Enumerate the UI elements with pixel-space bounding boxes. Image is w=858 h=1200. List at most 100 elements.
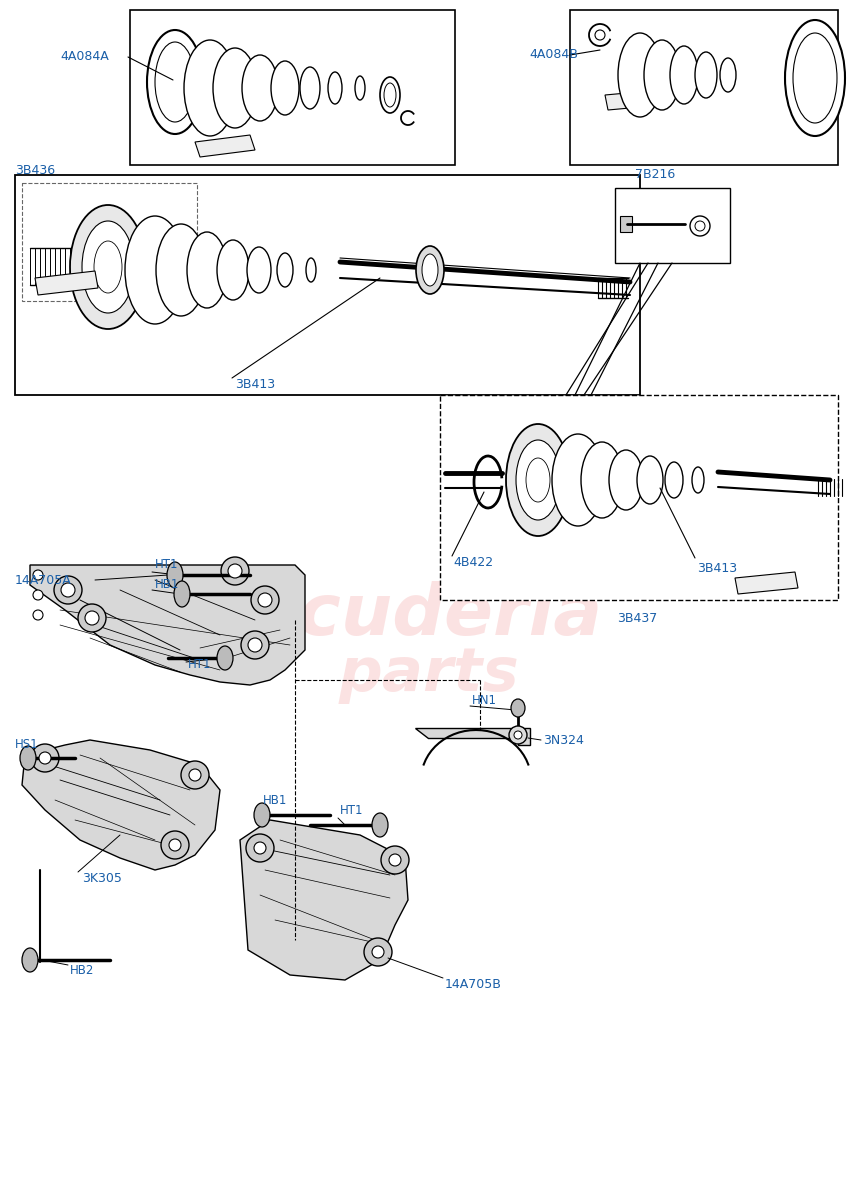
Circle shape bbox=[690, 216, 710, 236]
Ellipse shape bbox=[720, 58, 736, 92]
Ellipse shape bbox=[785, 20, 845, 136]
Bar bbox=[570, 10, 838, 164]
Ellipse shape bbox=[665, 462, 683, 498]
Ellipse shape bbox=[695, 52, 717, 98]
Ellipse shape bbox=[516, 440, 560, 520]
Circle shape bbox=[251, 586, 279, 614]
Ellipse shape bbox=[416, 246, 444, 294]
Circle shape bbox=[78, 604, 106, 632]
Text: 3K305: 3K305 bbox=[82, 871, 122, 884]
Ellipse shape bbox=[511, 698, 525, 716]
Polygon shape bbox=[240, 820, 408, 980]
Bar bbox=[22, 182, 197, 301]
Circle shape bbox=[169, 839, 181, 851]
Ellipse shape bbox=[793, 32, 837, 122]
Circle shape bbox=[189, 769, 201, 781]
Text: HT1: HT1 bbox=[340, 804, 364, 816]
Text: 4A084A: 4A084A bbox=[60, 50, 109, 64]
Ellipse shape bbox=[692, 467, 704, 493]
Ellipse shape bbox=[213, 48, 257, 128]
Ellipse shape bbox=[581, 442, 623, 518]
Circle shape bbox=[228, 564, 242, 578]
Ellipse shape bbox=[422, 254, 438, 286]
Circle shape bbox=[181, 761, 209, 790]
Text: 14A705B: 14A705B bbox=[445, 978, 502, 991]
Circle shape bbox=[695, 221, 705, 230]
Bar bbox=[15, 175, 640, 395]
Text: HS1: HS1 bbox=[15, 738, 39, 751]
Ellipse shape bbox=[156, 224, 206, 316]
Ellipse shape bbox=[506, 424, 570, 536]
Ellipse shape bbox=[277, 253, 293, 287]
Bar bbox=[615, 188, 730, 263]
Ellipse shape bbox=[618, 32, 662, 116]
Circle shape bbox=[33, 610, 43, 620]
Ellipse shape bbox=[254, 803, 270, 827]
Bar bbox=[620, 216, 632, 232]
Text: 3B413: 3B413 bbox=[235, 378, 275, 391]
Circle shape bbox=[33, 590, 43, 600]
Circle shape bbox=[254, 842, 266, 854]
Ellipse shape bbox=[609, 450, 643, 510]
Ellipse shape bbox=[526, 458, 550, 502]
Text: 7B216: 7B216 bbox=[635, 168, 675, 181]
Text: 3B436: 3B436 bbox=[15, 163, 55, 176]
Bar bbox=[130, 10, 455, 164]
Circle shape bbox=[372, 946, 384, 958]
Ellipse shape bbox=[174, 581, 190, 607]
Circle shape bbox=[381, 846, 409, 874]
Text: 4B422: 4B422 bbox=[453, 556, 493, 569]
Text: HB2: HB2 bbox=[70, 964, 94, 977]
Circle shape bbox=[85, 611, 99, 625]
Ellipse shape bbox=[300, 67, 320, 109]
Circle shape bbox=[248, 638, 262, 652]
Circle shape bbox=[241, 631, 269, 659]
Ellipse shape bbox=[247, 247, 271, 293]
Text: 3B437: 3B437 bbox=[617, 612, 657, 624]
Ellipse shape bbox=[306, 258, 316, 282]
Circle shape bbox=[258, 593, 272, 607]
Ellipse shape bbox=[82, 221, 134, 313]
Ellipse shape bbox=[94, 241, 122, 293]
Ellipse shape bbox=[70, 205, 146, 329]
Text: HT1: HT1 bbox=[188, 659, 212, 672]
Text: HT1: HT1 bbox=[155, 558, 178, 571]
Circle shape bbox=[31, 744, 59, 772]
Ellipse shape bbox=[637, 456, 663, 504]
Text: parts: parts bbox=[339, 646, 519, 704]
Text: 3N324: 3N324 bbox=[543, 733, 584, 746]
Circle shape bbox=[221, 557, 249, 584]
Ellipse shape bbox=[670, 46, 698, 104]
Bar bbox=[440, 395, 838, 600]
Text: 4A084B: 4A084B bbox=[529, 48, 578, 61]
Ellipse shape bbox=[20, 746, 36, 770]
Circle shape bbox=[509, 726, 527, 744]
Polygon shape bbox=[22, 740, 220, 870]
Circle shape bbox=[595, 30, 605, 40]
Polygon shape bbox=[605, 90, 663, 110]
Text: 14A705A: 14A705A bbox=[15, 574, 72, 587]
Ellipse shape bbox=[125, 216, 185, 324]
Circle shape bbox=[61, 583, 75, 596]
Text: scuderia: scuderia bbox=[256, 581, 602, 649]
Ellipse shape bbox=[271, 61, 299, 115]
Circle shape bbox=[33, 570, 43, 580]
Ellipse shape bbox=[384, 83, 396, 107]
Ellipse shape bbox=[328, 72, 342, 104]
Circle shape bbox=[246, 834, 274, 862]
Text: HB1: HB1 bbox=[155, 578, 179, 592]
Ellipse shape bbox=[552, 434, 604, 526]
Ellipse shape bbox=[22, 948, 38, 972]
Polygon shape bbox=[35, 271, 98, 295]
Text: 3B413: 3B413 bbox=[697, 562, 737, 575]
Text: HB1: HB1 bbox=[263, 793, 287, 806]
Ellipse shape bbox=[147, 30, 203, 134]
Ellipse shape bbox=[355, 76, 365, 100]
Circle shape bbox=[389, 854, 401, 866]
Polygon shape bbox=[195, 134, 255, 157]
Polygon shape bbox=[30, 565, 305, 685]
Ellipse shape bbox=[187, 232, 227, 308]
Ellipse shape bbox=[155, 42, 195, 122]
Circle shape bbox=[39, 752, 51, 764]
Polygon shape bbox=[735, 572, 798, 594]
